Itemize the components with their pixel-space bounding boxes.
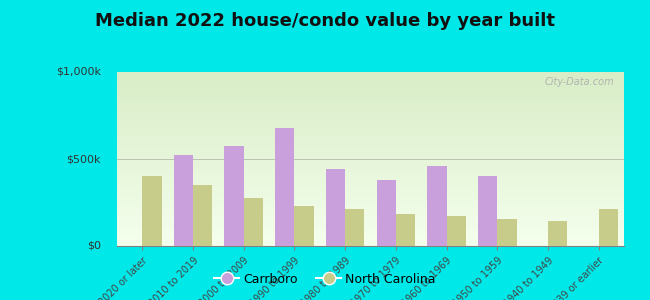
Bar — [142, 176, 162, 246]
Bar — [326, 169, 345, 246]
Text: $500k: $500k — [66, 154, 101, 164]
Bar — [548, 221, 567, 246]
Bar — [478, 176, 497, 246]
Text: $1,000k: $1,000k — [56, 67, 101, 77]
Bar — [427, 166, 447, 246]
Text: City-Data.com: City-Data.com — [544, 77, 614, 87]
Bar — [224, 146, 244, 246]
Bar — [345, 208, 365, 246]
Bar — [376, 180, 396, 246]
Legend: Carrboro, North Carolina: Carrboro, North Carolina — [209, 268, 441, 291]
Bar — [396, 214, 415, 246]
Text: $0: $0 — [86, 241, 101, 251]
Bar — [447, 215, 466, 246]
Bar — [497, 219, 517, 246]
Bar — [174, 155, 193, 246]
Bar — [275, 128, 294, 246]
Bar — [599, 209, 618, 246]
Text: Median 2022 house/condo value by year built: Median 2022 house/condo value by year bu… — [95, 12, 555, 30]
Bar — [193, 185, 213, 246]
Bar — [294, 206, 314, 246]
Bar — [244, 198, 263, 246]
